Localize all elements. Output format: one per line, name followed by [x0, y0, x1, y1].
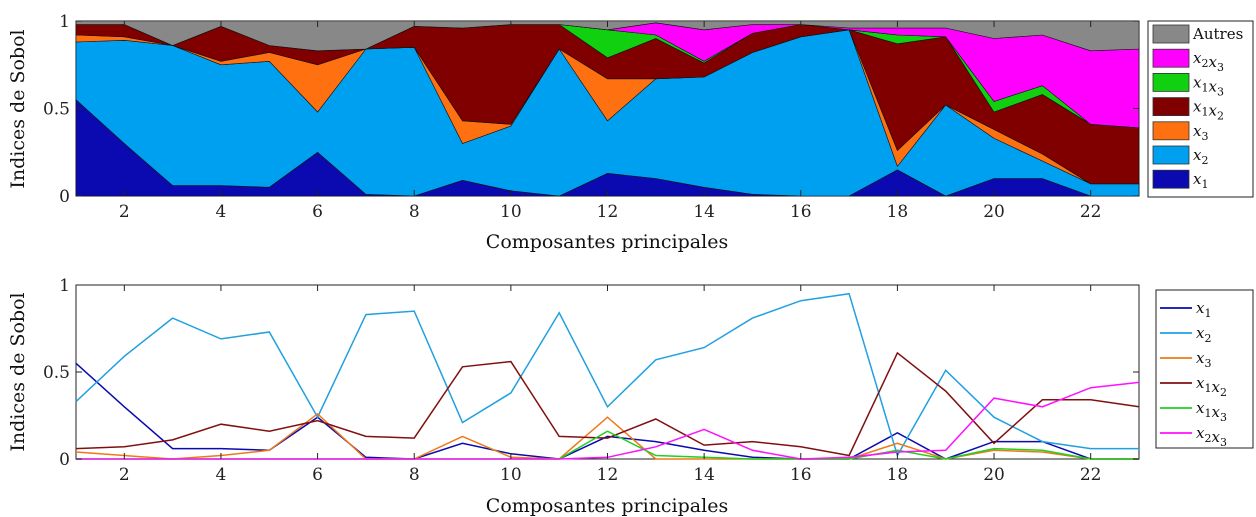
- area-x-axis-label: Composantes principales: [486, 231, 728, 253]
- legend-label: x1x3: [1196, 399, 1227, 424]
- x-tick-label: 14: [693, 465, 715, 485]
- x-tick-label: 6: [312, 202, 323, 222]
- legend-swatch-x3: [1152, 121, 1190, 141]
- x-tick-label: 10: [500, 202, 522, 222]
- x-tick-label: 22: [1080, 465, 1102, 485]
- x-tick-label: 12: [597, 202, 619, 222]
- y-tick-label: 0.5: [43, 100, 70, 120]
- x-tick-label: 18: [887, 202, 909, 222]
- legend-label: x2x3: [1193, 49, 1224, 74]
- legend-label: x1: [1196, 299, 1211, 320]
- x-tick-label: 8: [409, 465, 420, 485]
- legend-label: x2: [1196, 324, 1211, 345]
- y-tick-label: 0: [59, 187, 70, 207]
- legend-swatch-x2: [1152, 145, 1190, 165]
- y-tick-label: 0: [59, 450, 70, 470]
- line-chart-panel: 2 4 6 8 10 12 14 16 18 20 22 0 0.5 1 Composantes prin…: [7, 276, 1254, 517]
- legend-label: x1: [1193, 170, 1208, 191]
- x-tick-label: 20: [983, 202, 1005, 222]
- x-tick-label: 2: [119, 465, 130, 485]
- legend-swatch-x1x3: [1152, 73, 1190, 92]
- x-tick-label: 18: [887, 465, 909, 485]
- x-tick-label: 20: [983, 465, 1005, 485]
- line-chart-ticks: 2 4 6 8 10 12 14 16 18 20 22 0 0.5 1: [43, 276, 1139, 485]
- x-tick-label: 12: [597, 465, 619, 485]
- x-tick-label: 6: [312, 465, 323, 485]
- line-x1x2: [75, 351, 1140, 457]
- area-y-axis-label: Indices de Sobol: [7, 29, 29, 188]
- area-chart-ticks: 2 4 6 8 10 12 14 16 18 20 22 0 0.5 1: [43, 12, 1139, 222]
- legend-label: x2x3: [1196, 424, 1227, 449]
- legend-swatch-x2x3: [1152, 48, 1190, 68]
- x-tick-label: 16: [790, 465, 812, 485]
- area-chart-panel: 2 4 6 8 10 12 14 16 18 20 22 0 0.5 1 Composantes prin…: [7, 12, 1254, 253]
- x-tick-label: 4: [216, 465, 227, 485]
- area-Autres: [75, 20, 1140, 52]
- x-tick-label: 16: [790, 202, 812, 222]
- legend-label: Autres: [1192, 25, 1243, 43]
- y-tick-label: 0.5: [43, 363, 70, 383]
- line-y-axis-label: Indices de Sobol: [7, 292, 29, 451]
- x-tick-label: 4: [216, 202, 227, 222]
- legend-box: [1155, 289, 1254, 449]
- legend-label: x3: [1193, 122, 1208, 143]
- legend-label: x3: [1196, 349, 1211, 370]
- area-chart-marks: [75, 20, 1140, 197]
- legend-swatch-Autres: [1152, 24, 1190, 44]
- line-x1: [75, 362, 1139, 460]
- line-x-axis-label: Composantes principales: [486, 495, 728, 517]
- legend-swatch-x1x2: [1152, 97, 1190, 116]
- x-tick-label: 10: [500, 465, 522, 485]
- y-tick-label: 1: [59, 12, 70, 32]
- x-tick-label: 22: [1080, 202, 1102, 222]
- x-tick-label: 14: [693, 202, 715, 222]
- line-x2: [75, 292, 1139, 458]
- legend-label: x1x3: [1193, 73, 1224, 98]
- legend-label: x2: [1193, 146, 1208, 167]
- y-tick-label: 1: [59, 276, 70, 296]
- x-tick-label: 8: [409, 202, 420, 222]
- legend-label: x1x2: [1196, 374, 1227, 399]
- x-tick-label: 2: [119, 202, 130, 222]
- legend-swatch-x1: [1152, 169, 1190, 189]
- line-chart-marks: [75, 292, 1140, 460]
- line-plot-frame: [75, 284, 1140, 460]
- legend-label: x1x2: [1193, 98, 1224, 123]
